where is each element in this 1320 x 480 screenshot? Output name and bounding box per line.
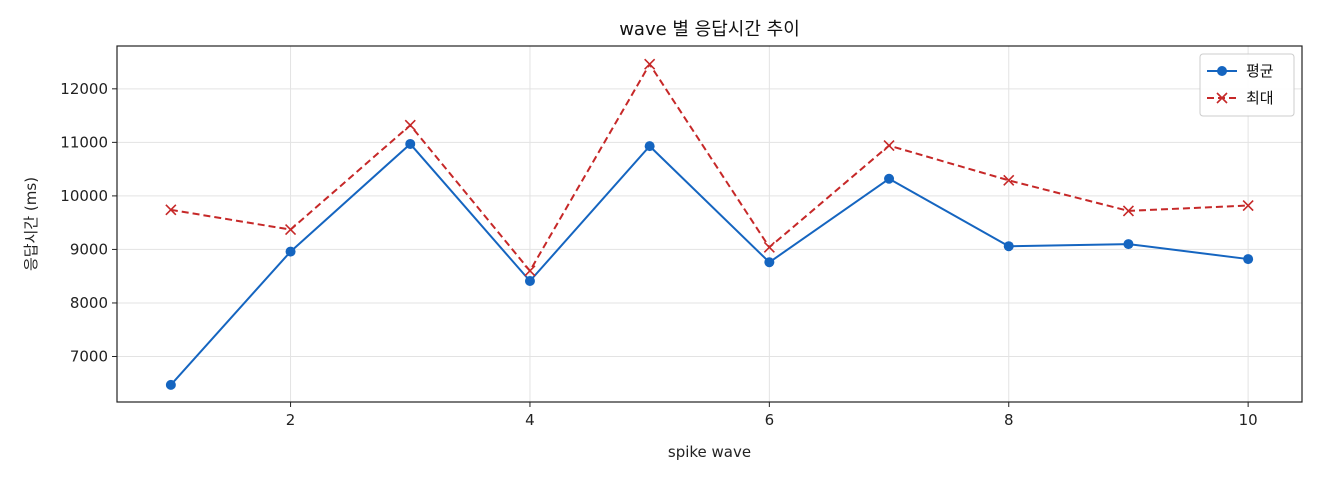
ticks: 2 4 6 8 10 7000 8000 9000 10000 11000 12000 (60, 80, 1257, 429)
data-point (404, 119, 416, 131)
data-point (285, 246, 296, 257)
data-point (883, 140, 895, 152)
data-point (284, 224, 297, 236)
chart-title: wave 별 응답시간 추이 (619, 19, 800, 40)
y-tick-label: 12000 (60, 80, 108, 98)
x-axis-label: spike wave (668, 443, 751, 461)
y-tick-label: 8000 (70, 294, 108, 312)
series-line (170, 63, 1249, 272)
y-tick-label: 10000 (60, 187, 108, 205)
x-tick-label: 10 (1239, 411, 1258, 429)
y-tick-label: 11000 (60, 133, 108, 151)
data-point (1122, 205, 1135, 217)
data-point (884, 173, 895, 184)
x-tick-label: 8 (1004, 411, 1014, 429)
x-tick-label: 2 (286, 411, 296, 429)
data-point (644, 141, 655, 152)
series-line (170, 142, 1249, 386)
x-tick-label: 6 (765, 411, 775, 429)
grid (117, 46, 1302, 402)
series-1 (165, 138, 1254, 390)
data-point (524, 276, 535, 287)
y-axis-label: 응답시간 (ms) (22, 177, 40, 271)
x-tick-label: 4 (525, 411, 535, 429)
legend-marker (1217, 66, 1227, 76)
data-point (1242, 199, 1254, 212)
legend-label: 평균 (1246, 62, 1274, 80)
data-point (1123, 239, 1134, 250)
series-2 (165, 58, 1254, 277)
data-point (165, 204, 177, 216)
data-point (1003, 241, 1014, 252)
y-tick-label: 9000 (70, 240, 108, 258)
data-point (1003, 174, 1015, 186)
legend-label: 최대 (1246, 89, 1274, 107)
data-point (405, 138, 416, 149)
data-point (1243, 254, 1254, 265)
data-point (165, 379, 176, 390)
legend-marker (1216, 92, 1228, 104)
series (165, 58, 1254, 390)
data-point (644, 58, 656, 70)
data-point (764, 257, 775, 268)
legend-item: 최대 (1207, 89, 1274, 107)
legend-item: 평균 (1207, 62, 1274, 80)
plot-frame (116, 45, 1303, 403)
y-tick-label: 7000 (70, 347, 108, 365)
data-point (524, 265, 536, 277)
data-point (763, 241, 775, 253)
